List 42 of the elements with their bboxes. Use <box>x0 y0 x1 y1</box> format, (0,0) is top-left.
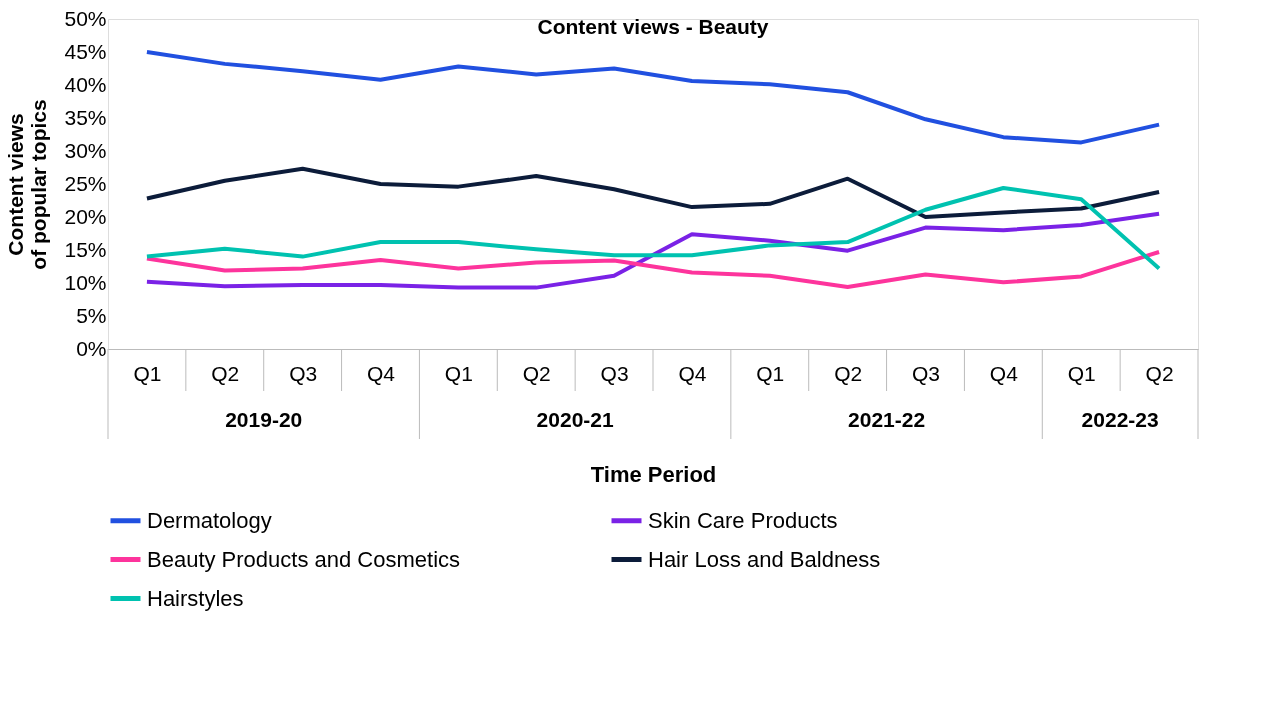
x-tick-label: Q2 <box>522 361 551 385</box>
x-tick-label: Q4 <box>989 361 1019 385</box>
line-series <box>144 50 1162 145</box>
line-series <box>144 249 1162 289</box>
legend-label: Skin Care Products <box>648 507 838 533</box>
y-tick-label: 10% <box>64 270 107 294</box>
y-tick-label: 30% <box>64 138 107 162</box>
x-tick-label: Q3 <box>289 361 318 385</box>
x-tick-label: Q3 <box>600 361 629 385</box>
x-tick-label: Q2 <box>1145 361 1174 385</box>
y-tick-label: 5% <box>76 303 107 327</box>
x-tick-label: Q1 <box>1067 361 1096 385</box>
legend-label: Dermatology <box>147 507 272 533</box>
legend-label: Hair Loss and Baldness <box>648 546 881 572</box>
y-tick-label: 25% <box>64 171 107 195</box>
y-tick-label: 0% <box>76 336 107 360</box>
y-tick-label: 40% <box>64 72 107 96</box>
x-tick-label: Q3 <box>911 361 941 385</box>
y-tick-label: 35% <box>64 105 107 129</box>
y-tick-label: 45% <box>64 39 107 63</box>
x-tick-label: Q4 <box>366 361 396 385</box>
x-tick-label: Q2 <box>834 361 863 385</box>
y-tick-label: 20% <box>64 204 107 228</box>
text: 2022-23 <box>1081 408 1159 431</box>
x-tick-label: Q1 <box>756 361 785 385</box>
line-series <box>144 185 1162 271</box>
x-tick-label: Q2 <box>211 361 240 385</box>
x-axis-title: Time Period <box>590 461 717 487</box>
text: 2021-22 <box>848 408 926 431</box>
x-tick-label: Q4 <box>678 361 707 385</box>
line-series <box>144 211 1162 290</box>
text: 2020-21 <box>536 408 614 431</box>
line-series <box>144 166 1162 219</box>
chart-title: Content views - Beauty <box>537 15 769 38</box>
legend-label: Hairstyles <box>147 585 244 611</box>
legend-label: Beauty Products and Cosmetics <box>147 546 461 572</box>
x-tick-label: Q1 <box>133 361 162 385</box>
x-tick-label: Q1 <box>444 361 473 385</box>
y-tick-label: 50% <box>64 6 107 30</box>
y-tick-label: 15% <box>64 237 107 261</box>
y-axis-title: Content views of popular topics <box>4 99 51 270</box>
text: 2019-20 <box>225 408 303 431</box>
